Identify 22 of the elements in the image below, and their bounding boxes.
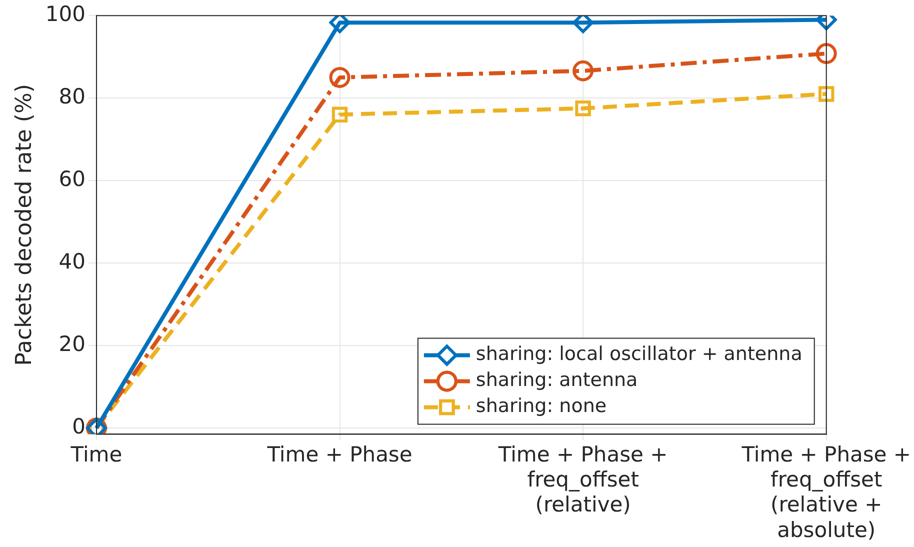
- point: [572, 16, 594, 34]
- point: [572, 60, 594, 82]
- y-tick-label: 40: [58, 250, 86, 274]
- y-tick-label: 0: [72, 414, 86, 438]
- point: [575, 100, 591, 116]
- y-tick-label: 20: [58, 332, 86, 356]
- point: [818, 86, 834, 102]
- y-tick-label: 60: [58, 167, 86, 192]
- point: [332, 106, 348, 122]
- point: [329, 16, 350, 34]
- legend-label: sharing: local oscillator + antenna: [476, 343, 802, 366]
- y-axis-title: Packets decoded rate (%): [12, 84, 37, 366]
- x-tick-label: Time + Phase + freq_offset (relative): [497, 442, 668, 517]
- x-tick-label: Time + Phase + freq_offset (relative + absolute): [740, 442, 911, 542]
- point: [329, 66, 350, 88]
- x-tick-label: Time: [70, 442, 122, 466]
- y-tick-label: 80: [58, 84, 86, 109]
- x-tick-label: Time + Phase: [266, 442, 412, 466]
- legend-label: sharing: none: [476, 395, 607, 418]
- point: [816, 43, 837, 64]
- legend-label: sharing: antenna: [476, 369, 638, 392]
- y-tick-label: 100: [45, 2, 86, 26]
